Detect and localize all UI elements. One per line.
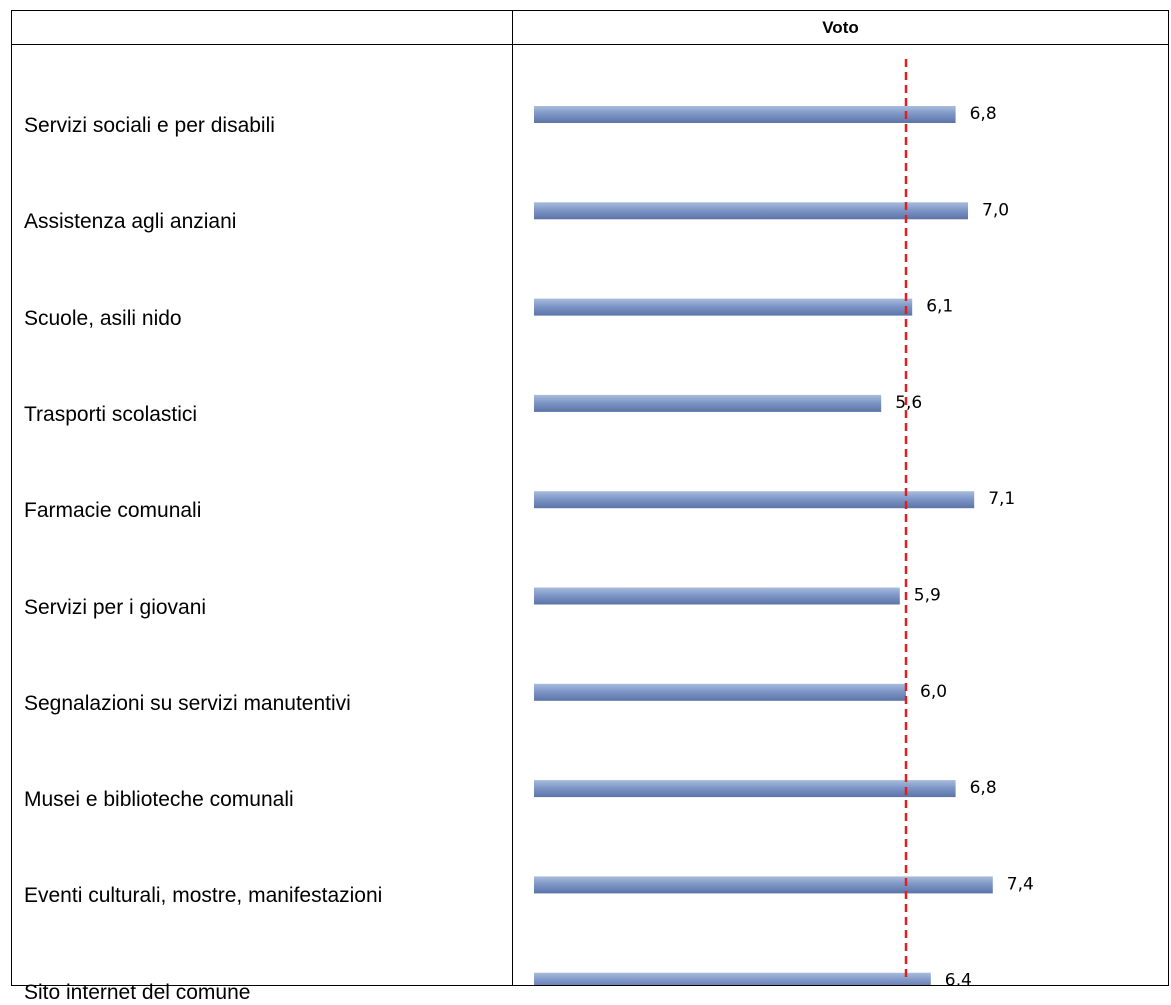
bar-3 <box>534 394 882 412</box>
voto-table: Voto Servizi sociali e per disabili Assis… <box>11 10 1169 1004</box>
category-label-5: Servizi per i giovani <box>24 595 207 619</box>
bar-4 <box>534 491 975 509</box>
value-label-3: 5,6 <box>895 393 922 413</box>
bar-2 <box>534 298 913 316</box>
bar-9 <box>534 972 931 985</box>
category-labels-cell: Servizi sociali e per disabili Assistenza… <box>11 44 513 1004</box>
value-label-7: 6,8 <box>970 778 997 798</box>
bars-layer <box>534 106 993 985</box>
value-label-4: 7,1 <box>988 489 1015 509</box>
chart-cell: 6,8 7,0 6,1 5,6 7,1 5,9 6,0 6,8 7,4 6,4 <box>512 44 1169 986</box>
value-label-2: 6,1 <box>926 297 953 317</box>
value-label-9: 6,4 <box>945 971 972 985</box>
bar-chart: 6,8 7,0 6,1 5,6 7,1 5,9 6,0 6,8 7,4 6,4 <box>534 59 1034 985</box>
value-label-0: 6,8 <box>970 104 997 124</box>
bar-7 <box>534 780 956 798</box>
category-label-6: Segnalazioni su servizi manutentivi <box>24 691 351 715</box>
bar-6 <box>534 683 906 701</box>
bar-5 <box>534 587 900 605</box>
category-label-2: Scuole, asili nido <box>24 306 182 330</box>
category-label-0: Servizi sociali e per disabili <box>24 114 275 137</box>
body-row: Servizi sociali e per disabili Assistenza… <box>11 44 1169 1004</box>
value-label-6: 6,0 <box>920 682 947 702</box>
bar-0 <box>534 106 956 123</box>
category-label-7: Musei e biblioteche comunali <box>24 788 294 812</box>
header-row: Voto <box>11 10 1169 45</box>
bar-1 <box>534 202 968 220</box>
category-label-4: Farmacie comunali <box>24 499 202 523</box>
value-label-8: 7,4 <box>1007 874 1034 894</box>
value-label-1: 7,0 <box>982 200 1009 220</box>
category-label-3: Trasporti scolastici <box>24 402 198 426</box>
category-label-9: Sito internet del comune <box>24 980 251 1004</box>
voto-column-header: Voto <box>512 10 1169 45</box>
value-labels-layer: 6,8 7,0 6,1 5,6 7,1 5,9 6,0 6,8 7,4 6,4 <box>895 104 1034 985</box>
bar-8 <box>534 876 993 894</box>
header-empty-cell <box>11 10 513 45</box>
value-label-5: 5,9 <box>914 586 941 606</box>
category-label-8: Eventi culturali, mostre, manifestazioni <box>24 884 383 908</box>
category-label-1: Assistenza agli anziani <box>24 210 237 234</box>
